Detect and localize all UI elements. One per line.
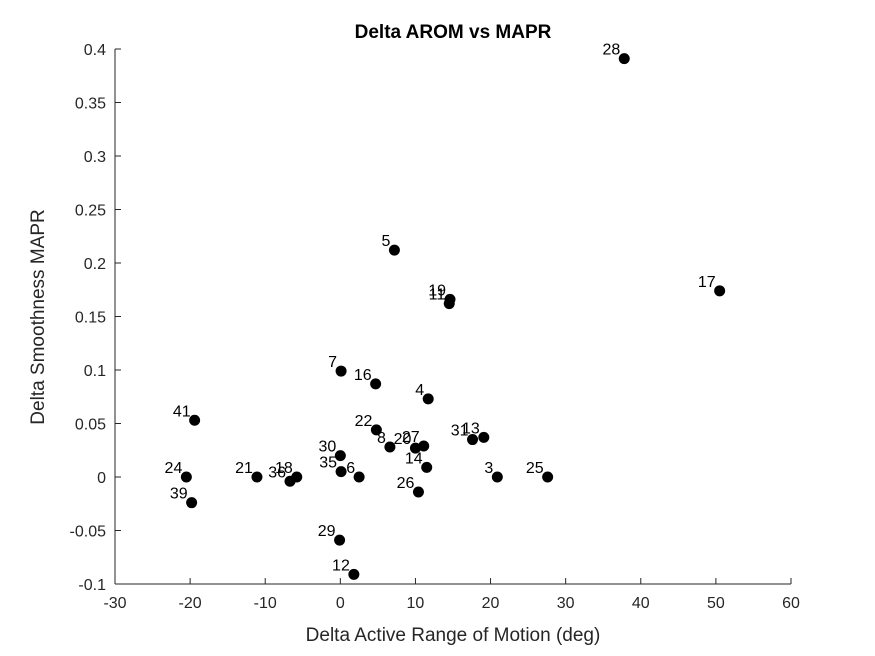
x-tick-label: -10 bbox=[254, 595, 277, 612]
data-point-label: 20 bbox=[394, 431, 412, 448]
y-tick-label: -0.1 bbox=[78, 577, 106, 594]
y-tick-label: -0.05 bbox=[70, 524, 107, 541]
data-point bbox=[384, 441, 396, 453]
data-point-label: 12 bbox=[332, 557, 350, 574]
y-tick-label: 0 bbox=[97, 470, 106, 487]
data-point-label: 11 bbox=[429, 287, 446, 304]
x-tick-label: 10 bbox=[407, 595, 425, 612]
x-axis-label: Delta Active Range of Motion (deg) bbox=[306, 625, 601, 646]
x-tick-label: 60 bbox=[782, 595, 800, 612]
x-tick-label: 20 bbox=[482, 595, 500, 612]
data-point-label: 30 bbox=[319, 439, 337, 456]
y-tick-label: 0.1 bbox=[84, 363, 106, 380]
data-point-label: 25 bbox=[526, 460, 544, 477]
data-point bbox=[478, 431, 490, 443]
data-point bbox=[421, 461, 433, 473]
data-point bbox=[714, 285, 726, 297]
data-point-label: 16 bbox=[354, 367, 372, 384]
data-point bbox=[542, 471, 554, 483]
data-point-label: 39 bbox=[170, 486, 188, 503]
y-axis-label: Delta Smoothness MAPR bbox=[28, 209, 49, 424]
data-point-label: 4 bbox=[415, 382, 424, 399]
data-point-label: 7 bbox=[328, 354, 337, 371]
y-tick-label: 0.3 bbox=[84, 149, 106, 166]
y-tick-label: 0.25 bbox=[75, 203, 106, 220]
data-point bbox=[618, 53, 630, 65]
x-tick-label: -20 bbox=[179, 595, 202, 612]
data-point-label: 41 bbox=[173, 403, 191, 420]
data-point-label: 26 bbox=[397, 475, 415, 492]
data-point bbox=[370, 424, 382, 436]
x-tick-label: 40 bbox=[632, 595, 650, 612]
data-point bbox=[388, 244, 400, 256]
chart-title: Delta AROM vs MAPR bbox=[355, 22, 552, 43]
data-point-label: 35 bbox=[319, 455, 337, 472]
data-point bbox=[189, 414, 201, 426]
data-point bbox=[491, 471, 503, 483]
data-point-label: 18 bbox=[275, 460, 293, 477]
data-point-label: 19 bbox=[428, 282, 446, 299]
data-point bbox=[412, 486, 424, 498]
data-point bbox=[370, 378, 382, 390]
y-tick-label: 0.15 bbox=[75, 310, 106, 327]
axes bbox=[114, 49, 791, 585]
data-point-label: 3 bbox=[484, 460, 493, 477]
data-point-label: 5 bbox=[382, 233, 391, 250]
data-point bbox=[180, 471, 192, 483]
x-tick-label: 30 bbox=[557, 595, 575, 612]
data-point-label: 6 bbox=[346, 460, 355, 477]
y-tick-label: 0.35 bbox=[75, 96, 106, 113]
ticks: -30 -20 -10 0 10 20 30 40 50 60 -0.1 -0.05 0 0.05 0.1 0… bbox=[70, 42, 800, 612]
data-point bbox=[443, 298, 455, 310]
data-point bbox=[348, 568, 360, 580]
y-tick-label: 0.4 bbox=[84, 42, 106, 59]
data-point bbox=[409, 442, 421, 454]
data-point bbox=[353, 471, 365, 483]
data-point-label: 36 bbox=[268, 464, 286, 481]
data-point bbox=[291, 471, 303, 483]
data-point-label: 29 bbox=[318, 523, 336, 540]
data-point-label: 31 bbox=[451, 423, 469, 440]
data-point-label: 14 bbox=[405, 450, 423, 467]
data-point-label: 8 bbox=[377, 430, 386, 447]
y-tick-label: 0.05 bbox=[75, 417, 106, 434]
data-point-label: 27 bbox=[402, 429, 420, 446]
data-point-label: 28 bbox=[602, 42, 620, 59]
data-point-label: 21 bbox=[235, 460, 253, 477]
data-point bbox=[334, 450, 346, 462]
x-tick-label: 0 bbox=[336, 595, 345, 612]
data-point bbox=[335, 365, 347, 377]
x-tick-label: -30 bbox=[103, 595, 126, 612]
y-tick-label: 0.2 bbox=[84, 256, 106, 273]
data-point-label: 24 bbox=[165, 460, 183, 477]
data-point-label: 17 bbox=[698, 274, 716, 291]
data-point bbox=[186, 497, 198, 509]
data-point-label: 13 bbox=[462, 420, 480, 437]
data-point bbox=[467, 434, 479, 446]
data-point-label: 22 bbox=[355, 413, 373, 430]
markers bbox=[180, 53, 726, 580]
data-point bbox=[335, 466, 347, 478]
data-point bbox=[422, 393, 434, 405]
data-point bbox=[251, 471, 263, 483]
data-point bbox=[334, 534, 346, 546]
data-point bbox=[418, 440, 430, 452]
x-tick-label: 50 bbox=[707, 595, 725, 612]
